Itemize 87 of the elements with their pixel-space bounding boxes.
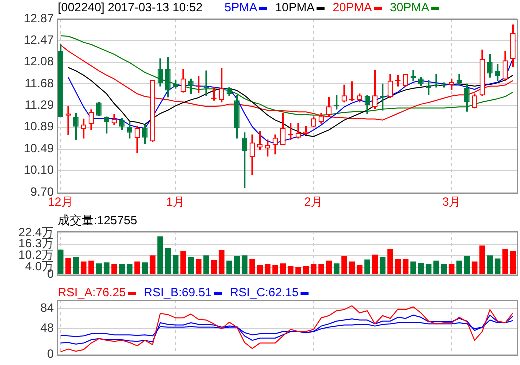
x-tick-label: 1月 — [166, 195, 186, 210]
bar — [303, 266, 310, 274]
bar — [395, 259, 402, 274]
bar — [472, 262, 478, 274]
bar — [119, 264, 126, 274]
bar — [226, 260, 232, 274]
bar — [180, 251, 186, 274]
bar — [280, 264, 286, 274]
bar — [126, 264, 133, 274]
chart-title: [002240] 2017-03-13 10:52 — [58, 0, 204, 14]
bar — [257, 265, 264, 274]
y-tick-label: 0 — [47, 347, 54, 362]
y-tick-label: 48 — [40, 320, 54, 335]
bar — [272, 265, 278, 274]
bar — [326, 260, 332, 274]
bar — [318, 264, 324, 274]
legend-label: 20PMA — [332, 0, 372, 14]
bar — [165, 248, 172, 274]
bar — [218, 250, 225, 274]
bar — [410, 262, 416, 274]
bar — [158, 236, 164, 274]
bar — [356, 265, 363, 274]
bar — [364, 260, 370, 274]
bar — [426, 264, 432, 274]
bar — [441, 264, 448, 274]
legend-label: 10PMA — [275, 0, 315, 14]
bar — [334, 264, 340, 274]
bar — [58, 250, 64, 274]
y-tick-label: 12.47 — [24, 33, 54, 48]
bar — [342, 256, 348, 274]
legend-label: RSI_B:69.51 — [144, 285, 212, 300]
bar — [188, 257, 194, 274]
bar — [288, 266, 294, 274]
bar — [402, 259, 409, 274]
y-tick-label: 16.3万 — [18, 236, 54, 251]
candlestick — [66, 106, 72, 136]
bar — [112, 264, 118, 274]
bar — [480, 246, 486, 274]
y-tick-label: 11.68 — [24, 76, 54, 90]
bar — [142, 262, 148, 274]
legend-label: RSI_C:62.15 — [230, 285, 300, 300]
y-tick-label: 11.29 — [24, 98, 54, 112]
bar — [418, 263, 424, 274]
bar — [296, 267, 302, 274]
bar — [380, 257, 386, 274]
bar — [80, 262, 87, 274]
bar — [349, 262, 356, 274]
y-tick-label: 10.10 — [24, 163, 54, 178]
bar — [448, 264, 455, 274]
bar — [73, 257, 80, 274]
y-tick-label: 10.49 — [24, 142, 54, 156]
chart-title: 成交量:125755 — [58, 213, 138, 228]
legend-label: 30PMA — [390, 0, 430, 14]
x-tick-label: 3月 — [442, 195, 462, 210]
y-tick-label: 84 — [40, 301, 54, 316]
bar — [487, 256, 494, 274]
bar — [388, 249, 394, 274]
bar — [310, 264, 317, 274]
y-tick-label: 12.08 — [24, 54, 54, 69]
bar — [172, 255, 179, 274]
y-tick-label: 10.2万 — [18, 248, 54, 262]
bar — [510, 251, 516, 274]
y-tick-label: 12.87 — [24, 11, 54, 26]
bar — [66, 258, 72, 274]
bar — [372, 254, 378, 274]
bar — [502, 249, 508, 274]
y-tick-label: 22.4万 — [18, 225, 54, 240]
bar — [204, 256, 210, 274]
bar — [242, 256, 248, 274]
bar — [264, 264, 271, 274]
bar — [494, 258, 501, 274]
bar — [96, 264, 102, 274]
bar — [234, 256, 240, 274]
bar — [250, 259, 256, 274]
y-tick-label: 10.89 — [24, 120, 54, 134]
legend-label: 5PMA — [224, 0, 258, 14]
bar — [434, 260, 440, 274]
bar — [150, 256, 156, 274]
bar — [104, 262, 110, 274]
bar — [464, 256, 470, 274]
bar — [211, 260, 218, 274]
x-tick-label: 2月 — [304, 195, 324, 210]
bar — [88, 260, 94, 274]
legend-label: RSI_A:76.25 — [58, 285, 126, 300]
bar — [456, 260, 462, 274]
bar — [134, 262, 140, 274]
bar — [196, 259, 202, 274]
